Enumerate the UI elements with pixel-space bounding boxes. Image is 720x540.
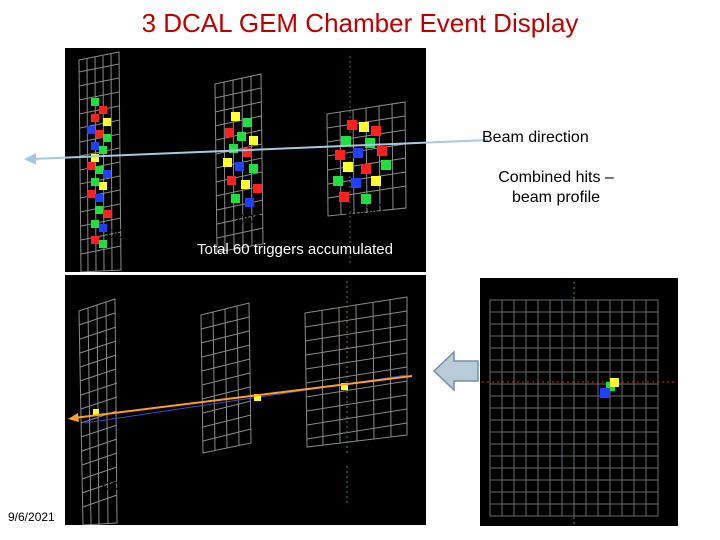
beam-direction-arrow <box>24 139 489 165</box>
beam-profile-display <box>480 278 678 526</box>
combined-hits-label: Combined hits – beam profile <box>470 168 642 208</box>
bottom-label-dcol2: dcol2 <box>102 477 141 494</box>
left-block-arrow-icon <box>432 350 479 392</box>
slide-date: 9/6/2021 <box>8 510 55 524</box>
top-label-dcol1: dcol1 <box>237 210 276 227</box>
page-number: 23 <box>662 498 676 512</box>
slide-title: 3 DCAL GEM Chamber Event Display <box>141 8 579 38</box>
hits-dcol0 <box>333 120 391 204</box>
profile-hits <box>600 378 619 398</box>
chamber-dcol1-grid-bottom <box>200 302 252 454</box>
coincidental-hits <box>93 383 348 415</box>
beam-profile-graphic <box>482 282 676 524</box>
beam-direction-label: Beam direction <box>482 129 589 146</box>
accumulated-event-display <box>65 48 426 272</box>
top-label-dcol0: dcol0 <box>345 202 384 219</box>
hits-dcol1 <box>223 112 262 207</box>
combined-hits-line-1: Combined hits – <box>498 169 614 186</box>
top-caption: Total 60 triggers accumulated <box>197 241 393 258</box>
single-event-beam-line <box>68 375 413 422</box>
bottom-label-dcol0: dcol0 <box>340 453 379 470</box>
bottom-caption: A single event w/ 3 coincidental hits <box>170 497 406 514</box>
single-event-display <box>65 275 426 525</box>
top-label-dcol2: dcol2 <box>107 225 146 242</box>
bottom-label-dcol1: dcol1 <box>230 461 269 478</box>
chamber-dcol0-grid-bottom <box>304 296 408 448</box>
hits-dcol2 <box>87 98 111 248</box>
combined-hits-line-2: beam profile <box>511 189 601 206</box>
accumulated-display-graphic <box>78 51 407 272</box>
